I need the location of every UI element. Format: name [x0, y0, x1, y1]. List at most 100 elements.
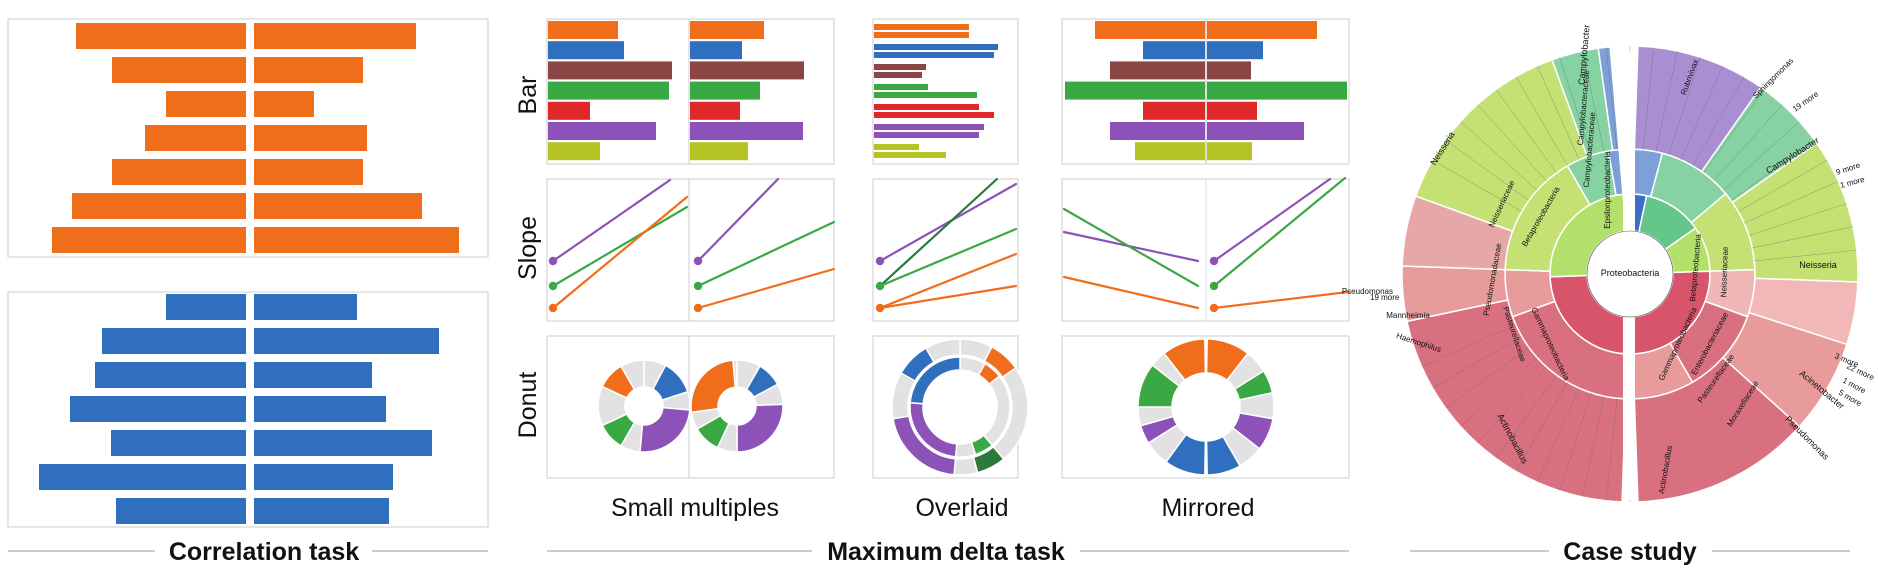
blue-bar-left-6: [39, 464, 246, 490]
blue-bar-right-5: [254, 430, 432, 456]
ov-line-3: [878, 227, 1018, 288]
ov-bar-b-6: [874, 132, 979, 138]
orange-bar-left-3: [166, 91, 246, 117]
ov-line-2: [878, 177, 999, 288]
ov-donut-outer-segment-9: [924, 338, 961, 363]
ov-donut-outer-segment-5: [953, 456, 979, 476]
blue-bar-right-6: [254, 464, 393, 490]
ov-bar-a-1: [874, 24, 969, 30]
mi-line-3: [1062, 275, 1200, 310]
case-study-title: Case study: [1563, 538, 1696, 566]
label-pseudomonas-left: Pseudomonas: [1342, 287, 1393, 296]
sunburst-divider: [1744, 181, 1839, 224]
sunburst-divider: [1537, 65, 1580, 160]
ov-dot-3: [875, 281, 885, 291]
bar-small-multiples: [548, 21, 804, 161]
ov-bar-b-7: [874, 152, 946, 158]
sunburst-divider: [1752, 226, 1854, 249]
sm-bar-left-7: [548, 142, 600, 161]
sm-dot-1: [548, 256, 558, 266]
sunburst-genus-segment-6: [1633, 356, 1801, 503]
sm-bar-right-4: [690, 81, 760, 100]
sunburst-divider: [1559, 392, 1592, 491]
mi-bar-right-6: [1207, 122, 1304, 140]
case-study-panel: Proteobacteria Betaproteobacteria Epsilo…: [1342, 24, 1876, 566]
ov-line-5: [878, 284, 1018, 310]
blue-bar-left-5: [111, 430, 246, 456]
sunburst-divider: [1582, 396, 1605, 498]
sm-bar-left-6: [548, 122, 656, 140]
slope-mirrored: [1062, 176, 1350, 313]
sm-bar-left-3: [548, 61, 672, 80]
mi-bar-right-3: [1207, 61, 1251, 80]
ov-bar-b-4: [874, 92, 977, 98]
ov-bar-a-5: [874, 104, 979, 110]
sunburst-divider: [1432, 336, 1522, 389]
sm-bar-left-2: [548, 41, 624, 60]
mi-bar-left-6: [1110, 122, 1205, 140]
correlation-orange-frame: [7, 18, 489, 258]
ov-dot-1: [875, 256, 885, 266]
ov-bar-b-2: [874, 52, 994, 58]
donut-mirrored: [1137, 338, 1275, 476]
mi-bar-right-5: [1207, 101, 1257, 120]
sm-bar-right-3: [690, 61, 804, 80]
column-label-mirrored: Mirrored: [1161, 494, 1254, 522]
sm-bar-left-1: [548, 21, 618, 39]
mi-bar-left-1: [1095, 21, 1205, 39]
sm-donut-right-segment-9: [732, 359, 738, 388]
orange-bar-right-1: [254, 23, 416, 49]
sunburst-divider: [1668, 57, 1701, 156]
sm-line-3: [551, 195, 689, 310]
sunburst-divider: [1495, 375, 1557, 459]
sunburst-divider: [1537, 388, 1580, 483]
sm-donut-left-segment-4: [639, 406, 691, 453]
orange-bar-left-6: [72, 193, 246, 219]
sm-bar-right-5: [690, 101, 740, 120]
sm-dot-6: [693, 303, 703, 313]
sunburst-center: [1586, 230, 1674, 318]
ov-donut-inner-segment-5: [954, 441, 977, 458]
label-more-1-top: 1 more: [1839, 175, 1866, 190]
sm-donut-right-segment-8: [690, 359, 737, 414]
ov-bar-a-6: [874, 124, 984, 130]
blue-bar-left-4: [70, 396, 246, 422]
label-epsilonproteobacteria: Epsilonproteobacteria: [1603, 151, 1612, 229]
label-neisseria-right: Neisseria: [1799, 260, 1837, 270]
sm-dot-2: [548, 281, 558, 291]
column-label-overlaid: Overlaid: [915, 494, 1008, 522]
blue-bar-left-1: [166, 294, 246, 320]
sunburst-divider: [1421, 324, 1516, 367]
sunburst-divider: [1748, 203, 1847, 236]
donut-overlaid: [891, 338, 1029, 476]
ov-bar-a-7: [874, 144, 919, 150]
mi-line-2: [1062, 207, 1200, 288]
label-pseudomonas-right: Pseudomonas: [1783, 414, 1831, 462]
mi-dot-6: [1209, 303, 1219, 313]
sunburst-divider: [1495, 89, 1557, 173]
sm-dot-5: [693, 281, 703, 291]
blue-bar-right-4: [254, 396, 386, 422]
sunburst-chart: [1401, 45, 1859, 503]
orange-bar-right-2: [254, 57, 363, 83]
bar-overlaid: [874, 24, 998, 158]
ov-donut-inner-segment-7: [909, 356, 961, 405]
blue-bar-left-3: [95, 362, 246, 388]
sunburst-genus-segment-12: [1597, 46, 1620, 152]
sunburst-divider: [1713, 104, 1783, 182]
mi-bar-right-1: [1207, 21, 1317, 39]
sunburst-divider: [1680, 65, 1723, 160]
correlation-task-panel: Correlation task: [7, 18, 489, 566]
orange-bar-left-7: [52, 227, 246, 253]
label-more-19-right: 19 more: [1791, 89, 1821, 114]
mi-bar-right-2: [1207, 41, 1263, 60]
sunburst-divider: [1731, 139, 1815, 201]
sm-bar-left-5: [548, 101, 590, 120]
label-sphingomonas: Sphingomonas: [1751, 56, 1795, 100]
mi-bar-right-4: [1207, 81, 1347, 100]
mi-bar-left-2: [1143, 41, 1205, 60]
sm-line-4: [696, 177, 780, 263]
sunburst-divider: [1460, 357, 1538, 427]
ov-line-4: [878, 252, 1018, 310]
